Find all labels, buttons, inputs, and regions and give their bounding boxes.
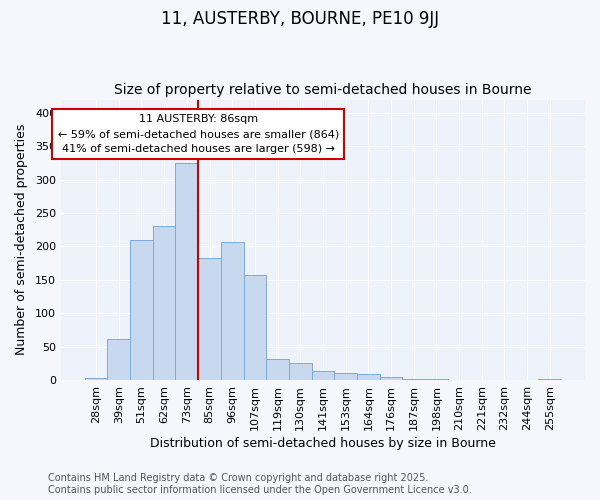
Bar [334,374,357,380]
Bar [380,376,403,380]
Bar [311,370,334,380]
Bar [175,163,198,380]
X-axis label: Distribution of semi-detached houses by size in Bourne: Distribution of semi-detached houses by … [150,437,496,450]
Bar [403,378,425,380]
Bar [107,338,130,380]
Text: Contains HM Land Registry data © Crown copyright and database right 2025.
Contai: Contains HM Land Registry data © Crown c… [48,474,472,495]
Bar [85,378,107,380]
Bar [357,374,380,380]
Bar [266,358,289,380]
Bar [289,364,311,380]
Title: Size of property relative to semi-detached houses in Bourne: Size of property relative to semi-detach… [114,83,532,97]
Bar [244,275,266,380]
Text: 11 AUSTERBY: 86sqm
← 59% of semi-detached houses are smaller (864)
41% of semi-d: 11 AUSTERBY: 86sqm ← 59% of semi-detache… [58,114,339,154]
Text: 11, AUSTERBY, BOURNE, PE10 9JJ: 11, AUSTERBY, BOURNE, PE10 9JJ [161,10,439,28]
Bar [153,226,175,380]
Bar [221,242,244,380]
Bar [198,258,221,380]
Bar [538,378,561,380]
Bar [130,240,153,380]
Y-axis label: Number of semi-detached properties: Number of semi-detached properties [15,124,28,356]
